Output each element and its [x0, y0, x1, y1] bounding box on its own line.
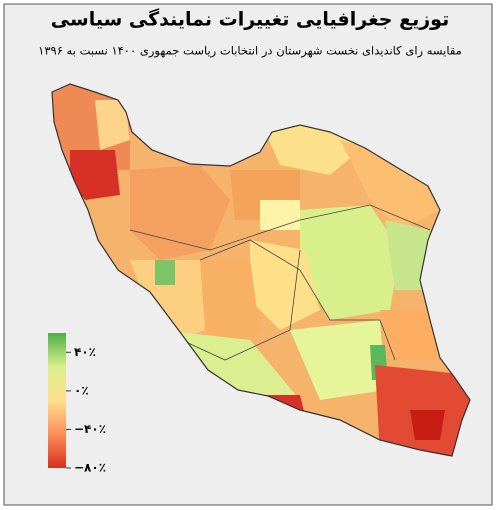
region	[155, 260, 175, 285]
region	[380, 310, 440, 360]
legend-tick-label: −۴۰٪	[74, 422, 106, 436]
title: توزیع جغرافیایی تغییرات نمایندگی سیاسی	[51, 8, 449, 31]
region	[410, 410, 445, 440]
legend-tick-label: ۰٪	[74, 383, 89, 397]
subtitle: مقایسه رای کاندیدای نخست شهرستان در انتخ…	[38, 44, 462, 59]
region	[70, 150, 120, 200]
region	[385, 220, 430, 290]
border	[129, 204, 431, 251]
region	[290, 320, 385, 400]
region	[250, 240, 320, 330]
border	[199, 239, 396, 361]
legend-bar	[48, 333, 66, 468]
region	[340, 140, 440, 230]
region	[300, 205, 400, 320]
border	[159, 249, 301, 361]
region	[160, 330, 300, 400]
region	[200, 260, 260, 360]
region	[260, 200, 300, 230]
legend-tick-label: ۴۰٪	[74, 345, 96, 359]
region	[95, 100, 130, 150]
region	[130, 260, 205, 340]
legend-tick-label: −۸۰٪	[74, 461, 106, 475]
